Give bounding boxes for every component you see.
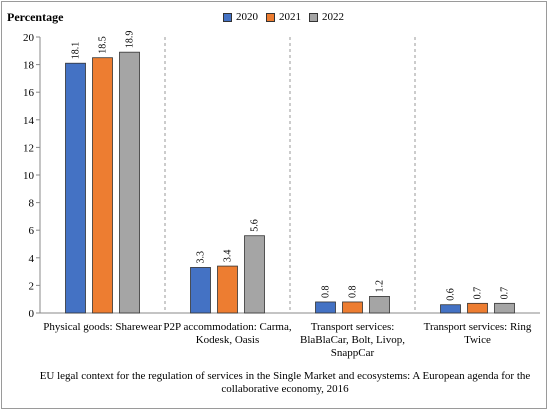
y-tick-label-20: 20 [23,32,35,44]
y-tick-label-14: 14 [23,115,35,127]
bar-2022-3 [494,302,515,314]
y-tick-label-18: 18 [23,60,35,72]
y-tick-label-16: 16 [23,87,35,99]
bar-2022-1 [244,235,265,314]
data-label-2020-0: 18.1 [71,42,82,60]
legend-swatch-2020 [223,12,232,22]
y-tick-label-6: 6 [29,225,35,237]
bar-2021-0 [92,57,113,314]
legend-label-2020: 2020 [236,11,258,23]
y-tick-label-4: 4 [29,253,35,265]
data-label-2021-1: 3.4 [223,250,234,263]
data-label-2020-1: 3.3 [196,251,207,264]
category-label-0: Physical goods: Sharewear [43,321,162,333]
y-tick-label-0: 0 [29,308,35,320]
data-label-2022-0: 18.9 [125,31,136,49]
bar-2022-2 [369,296,390,314]
y-tick-label-12: 12 [23,142,34,154]
data-label-2021-2: 0.8 [348,285,359,298]
legend-item-2020: 2020 [223,11,258,23]
y-tick-label-8: 8 [29,198,35,210]
legend-label-2021: 2021 [279,11,301,23]
category-label-3: Transport services: Ring Twice [423,321,532,346]
category-label-2: Transport services: BlaBlaCar, Bolt, Liv… [300,321,405,359]
legend-item-2021: 2021 [266,11,301,23]
legend-label-2022: 2022 [322,11,344,23]
bar-2021-2 [342,301,363,314]
data-label-2020-2: 0.8 [321,285,332,298]
bar-2020-2 [315,301,336,314]
data-label-2020-3: 0.6 [446,288,457,301]
y-tick-label-10: 10 [23,170,35,182]
legend-item-2022: 2022 [309,11,344,23]
bar-2020-3 [440,304,461,314]
bar-2021-1 [217,265,238,314]
data-label-2021-0: 18.5 [98,36,109,54]
data-label-2022-3: 0.7 [500,287,511,300]
data-label-2022-2: 1.2 [375,280,386,293]
y-tick-label-2: 2 [29,280,35,292]
x-axis-title: EU legal context for the regulation of s… [39,370,531,395]
data-label-2021-3: 0.7 [473,287,484,300]
bar-2020-0 [65,62,86,314]
bar-2020-1 [190,267,211,314]
y-axis-title: Percentage [7,10,64,24]
legend: 2020 2021 2022 [223,11,344,23]
legend-swatch-2021 [266,12,275,22]
bar-2022-0 [119,51,140,314]
bar-2021-3 [467,302,488,314]
legend-swatch-2022 [309,12,318,22]
category-label-1: P2P accommodation: Carma, Kodesk, Oasis [163,321,292,346]
data-label-2022-1: 5.6 [250,219,261,232]
